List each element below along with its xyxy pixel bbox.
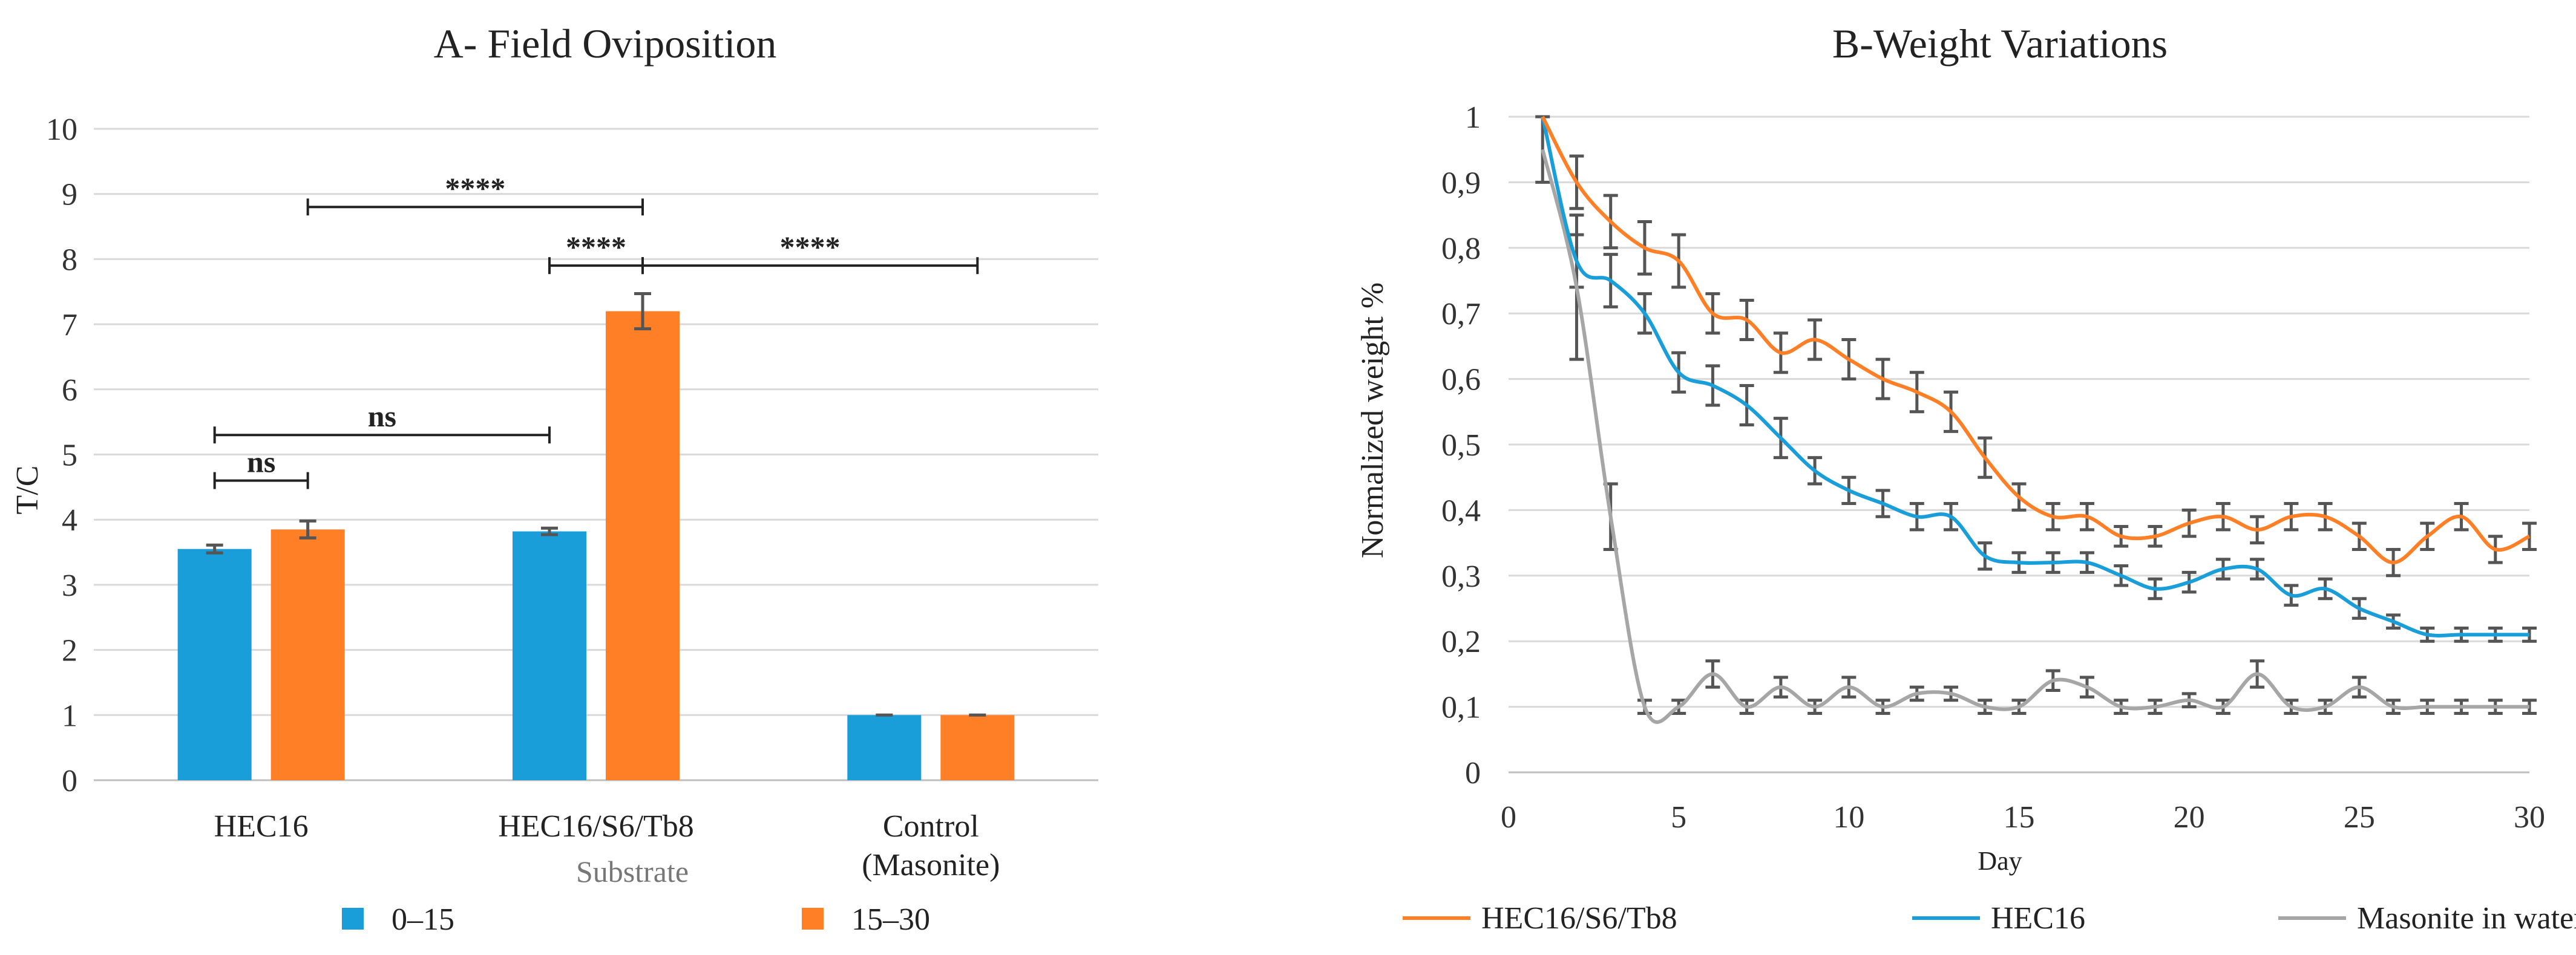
panel-a-y-tick-label: 3 (62, 569, 77, 603)
panel-b-y-axis-label: Normalized weight % (1355, 282, 1390, 558)
panel-a-significance-label: **** (566, 230, 626, 264)
panel-b-y-tick-label: 0,5 (1441, 428, 1481, 463)
panel-a-y-tick-label: 6 (62, 373, 77, 408)
panel-a-gridlines (94, 128, 1098, 781)
panel-b-legend-label: HEC16/S6/Tb8 (1481, 901, 1677, 936)
panel-a-y-tick-label: 4 (62, 503, 77, 538)
panel-b-x-tick-label: 25 (2344, 800, 2375, 835)
panel-b-y-tick-label: 0,9 (1441, 166, 1481, 200)
panel-b-legend: HEC16/S6/Tb8 HEC16 Masonite in water (1403, 901, 2576, 936)
panel-a-significance-label: ns (247, 445, 275, 479)
panel-a-significance-label: **** (780, 230, 841, 264)
panel-a-bar (847, 715, 922, 780)
panel-b-y-tick-label: 0,7 (1441, 297, 1481, 331)
panel-a-category-labels: HEC16 HEC16/S6/Tb8 Control (Masonite) (214, 809, 1000, 882)
panel-b-error-bars (1535, 115, 2537, 715)
panel-b-legend-label: HEC16 (1991, 901, 2085, 936)
panel-a-y-tick-label: 1 (62, 699, 77, 733)
panel-a-y-tick-label: 10 (46, 112, 77, 147)
panel-a-y-tick-label: 8 (62, 243, 77, 277)
panel-b-y-tick-label: 0,6 (1441, 363, 1481, 397)
panel-b-y-tick-label: 0,8 (1441, 232, 1481, 266)
panel-a-x-axis-label: Substrate (576, 855, 689, 888)
panel-b-series-lines (1541, 116, 2531, 724)
panel-a-bars (177, 311, 1015, 780)
panel-a-bar (606, 311, 680, 780)
panel-a-y-tick-label: 5 (62, 438, 77, 473)
panel-a-y-tick-label: 9 (62, 178, 77, 212)
panel-b-x-tick-label: 30 (2514, 800, 2545, 835)
panel-a-legend-swatch (342, 908, 364, 930)
panel-a-legend-swatch (802, 908, 824, 930)
panel-b-x-tick-label: 10 (1833, 800, 1864, 835)
panel-b-x-tick-label: 5 (1671, 800, 1686, 835)
panel-a-legend: 0–15 15–30 (342, 902, 930, 937)
panel-a-error-bars (206, 292, 986, 717)
panel-b-x-tick-labels: 0 5 10 15 20 25 30 (1501, 800, 2545, 835)
panel-a-y-tick-label: 0 (62, 764, 77, 798)
panel-b-x-axis-label: Day (1978, 846, 2022, 876)
panel-b-y-tick-label: 0,3 (1441, 559, 1481, 594)
panel-a-category-label: (Masonite) (862, 848, 1000, 882)
panel-b-y-tick-label: 0,2 (1441, 625, 1481, 659)
panel-b-y-tick-label: 1 (1465, 100, 1481, 135)
panel-a-bar-chart: A- Field Oviposition 0 1 2 3 4 5 6 7 8 9 10 T/C ns… (10, 21, 1098, 937)
panel-b-gridlines (1509, 116, 2529, 774)
panel-b-y-tick-label: 0,4 (1441, 494, 1481, 528)
panel-a-bar (513, 531, 586, 780)
panel-b-legend-label: Masonite in water (2357, 901, 2576, 936)
panel-a-bar (940, 715, 1015, 780)
panel-a-y-axis-label: T/C (10, 466, 45, 515)
panel-a-significance-label: **** (445, 171, 505, 205)
panel-a-bar (270, 529, 345, 780)
panel-b-series-line (1541, 149, 2529, 724)
panel-b-y-tick-label: 0 (1465, 756, 1481, 790)
panel-b-series-line (1541, 116, 2531, 565)
panel-a-title: A- Field Oviposition (434, 21, 777, 67)
panel-a-category-label: HEC16/S6/Tb8 (498, 809, 694, 844)
panel-b-x-tick-label: 20 (2174, 800, 2205, 835)
panel-a-y-tick-label: 7 (62, 308, 77, 342)
panel-a-category-label: HEC16 (214, 809, 309, 844)
panel-a-legend-label: 0–15 (392, 902, 454, 937)
panel-a-category-label: Control (883, 809, 979, 844)
panel-a-bar (177, 549, 252, 780)
panel-a-significance-brackets: ns ns **** **** **** (213, 171, 979, 489)
panel-a-y-tick-labels: 0 1 2 3 4 5 6 7 8 9 10 (46, 112, 77, 798)
panel-b-x-tick-label: 0 (1501, 800, 1516, 835)
panel-b-series-line (1541, 116, 2529, 637)
panel-b-title: B-Weight Variations (1832, 21, 2168, 67)
panel-b-y-tick-labels: 0 0,1 0,2 0,3 0,4 0,5 0,6 0,7 0,8 0,9 1 (1441, 100, 1481, 790)
panel-a-significance-label: ns (368, 399, 396, 433)
panel-a-legend-label: 15–30 (851, 902, 930, 937)
panel-a-y-tick-label: 2 (62, 634, 77, 668)
panel-b-x-tick-label: 15 (2004, 800, 2035, 835)
panel-b-y-tick-label: 0,1 (1441, 691, 1481, 725)
panel-b-line-chart: B-Weight Variations 00,10,20,30,40,50,60… (1355, 21, 2576, 936)
